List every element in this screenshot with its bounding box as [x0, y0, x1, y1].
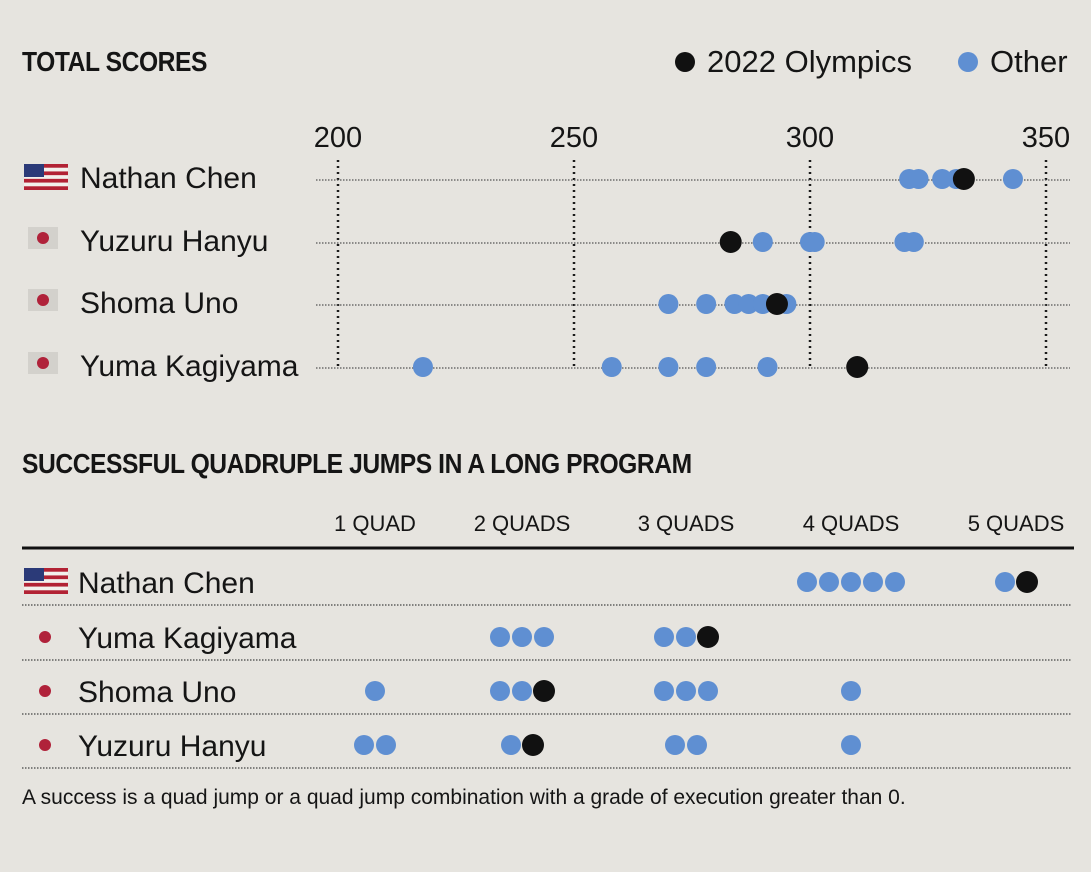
quad-jumps-title: SUCCESSFUL QUADRUPLE JUMPS IN A LONG PRO…: [22, 448, 692, 479]
japan-flag-icon: [39, 631, 51, 643]
quad-dot-other: [654, 681, 674, 701]
japan-flag-icon: [28, 289, 58, 311]
legend-other-label: Other: [990, 44, 1068, 79]
score-dot-other: [696, 294, 717, 314]
score-dot-other: [658, 357, 679, 377]
quad-dot-other: [863, 572, 883, 592]
score-dot-other: [738, 294, 759, 314]
athlete-name-nathan-chen: Nathan Chen: [78, 567, 255, 600]
quad-dot-other: [841, 572, 861, 592]
japan-flag-icon: [28, 352, 58, 374]
quad-dot-other: [501, 735, 521, 755]
quad-dot-other: [376, 735, 396, 755]
other-dot-icon: [958, 52, 978, 72]
olympics-dot-icon: [675, 52, 695, 72]
score-dot-olympics: [846, 356, 869, 378]
quad-dot-other: [665, 735, 685, 755]
athlete-name-yuzuru-hanyu: Yuzuru Hanyu: [78, 730, 266, 763]
athlete-name-shoma-uno: Shoma Uno: [80, 287, 238, 320]
quad-dot-other: [995, 572, 1015, 592]
athlete-name-shoma-uno: Shoma Uno: [78, 676, 236, 709]
quad-dot-other: [841, 735, 861, 755]
quad-dot-other: [676, 627, 696, 647]
quad-dot-olympics: [1016, 571, 1038, 593]
score-dot-other: [724, 294, 745, 314]
quad-dot-other: [885, 572, 905, 592]
score-dot-other: [932, 169, 953, 189]
quad-dot-other: [698, 681, 718, 701]
score-dot-other: [1002, 169, 1023, 189]
quad-dot-other: [841, 681, 861, 701]
score-dot-other: [412, 357, 433, 377]
x-tick-label-300: 300: [786, 122, 834, 154]
category-label-2-quad: 2 QUADS: [474, 511, 571, 536]
x-tick-label-350: 350: [1022, 122, 1070, 154]
score-dot-other: [903, 232, 924, 252]
score-dot-other: [658, 294, 679, 314]
japan-flag-icon: [39, 685, 51, 697]
japan-flag-icon: [39, 739, 51, 751]
total-scores-title: TOTAL SCORES: [22, 46, 208, 77]
score-dot-olympics: [952, 168, 975, 190]
quad-dot-other: [534, 627, 554, 647]
quad-dot-other: [354, 735, 374, 755]
athlete-name-yuzuru-hanyu: Yuzuru Hanyu: [80, 225, 268, 258]
score-dot-other: [908, 169, 929, 189]
category-label-1-quad: 1 QUAD: [334, 511, 416, 536]
quad-dot-other: [490, 627, 510, 647]
quad-dot-other: [687, 735, 707, 755]
quad-dot-olympics: [697, 626, 719, 648]
athlete-name-yuma-kagiyama: Yuma Kagiyama: [78, 622, 297, 655]
score-dot-olympics: [719, 231, 742, 253]
score-dot-other: [752, 232, 773, 252]
quad-dot-other: [365, 681, 385, 701]
quad-dot-other: [512, 627, 532, 647]
japan-flag-icon: [28, 227, 58, 249]
x-tick-label-200: 200: [314, 122, 362, 154]
quad-dot-other: [797, 572, 817, 592]
athlete-name-yuma-kagiyama: Yuma Kagiyama: [80, 350, 299, 383]
score-dot-other: [696, 357, 717, 377]
legend-other: Other: [958, 44, 1068, 80]
quad-dot-olympics: [522, 734, 544, 756]
score-dot-other: [757, 357, 778, 377]
score-dot-other: [804, 232, 825, 252]
score-dot-olympics: [765, 293, 788, 315]
x-tick-label-250: 250: [550, 122, 598, 154]
athlete-name-nathan-chen: Nathan Chen: [80, 162, 257, 195]
footnote: A success is a quad jump or a quad jump …: [22, 786, 906, 809]
quad-dot-other: [676, 681, 696, 701]
legend-olympics-label: 2022 Olympics: [707, 44, 913, 79]
us-flag-icon: [24, 568, 68, 594]
quad-dot-other: [490, 681, 510, 701]
us-flag-icon: [24, 164, 68, 190]
quad-dot-other: [512, 681, 532, 701]
quad-dot-olympics: [533, 680, 555, 702]
quad-dot-other: [819, 572, 839, 592]
category-label-5-quad: 5 QUADS: [968, 511, 1065, 536]
category-label-3-quad: 3 QUADS: [638, 511, 735, 536]
legend-olympics: 2022 Olympics: [675, 44, 912, 80]
score-dot-other: [601, 357, 622, 377]
quad-dot-other: [654, 627, 674, 647]
category-label-4-quad: 4 QUADS: [803, 511, 900, 536]
